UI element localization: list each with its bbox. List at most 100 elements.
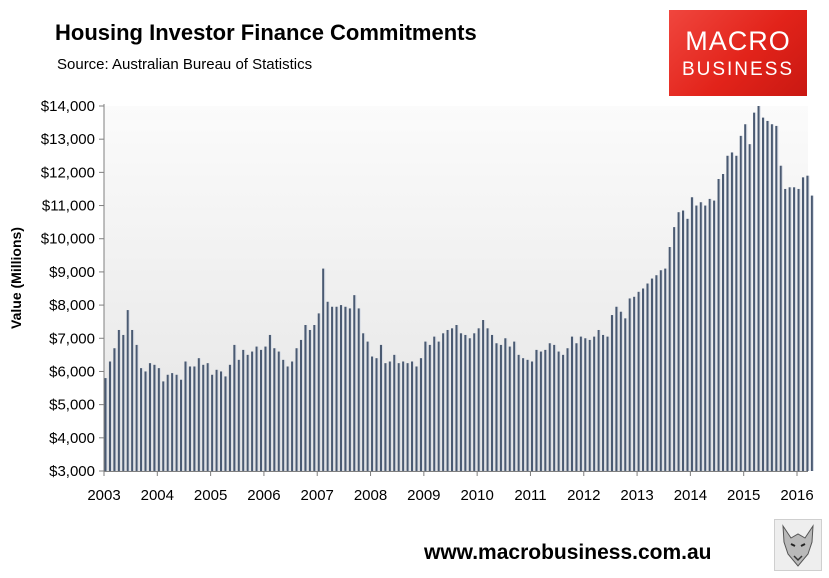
bar-highlight: [479, 328, 481, 471]
bar: [717, 179, 720, 471]
bar: [468, 338, 471, 471]
bar: [668, 247, 671, 471]
bar-highlight: [755, 112, 757, 471]
bar: [570, 336, 574, 471]
bar-highlight: [692, 197, 694, 471]
x-tick-label: 2003: [87, 487, 120, 504]
bar: [806, 175, 809, 471]
bar: [517, 354, 520, 471]
bar-highlight: [706, 205, 708, 472]
x-tick-label: 2016: [780, 487, 813, 504]
bar-highlight: [426, 341, 428, 471]
bar-highlight: [417, 366, 419, 471]
bar: [513, 341, 516, 471]
bar: [753, 112, 756, 471]
bar-highlight: [577, 343, 579, 471]
bar-highlight: [306, 325, 308, 471]
bar: [610, 315, 614, 471]
bar-highlight: [564, 354, 566, 471]
bar-highlight: [253, 351, 255, 471]
bar: [650, 278, 653, 471]
bar-highlight: [159, 368, 161, 471]
bar: [477, 328, 480, 471]
bar-highlight: [777, 125, 779, 471]
bar: [642, 288, 645, 471]
bar-highlight: [759, 106, 761, 471]
bar: [539, 351, 542, 471]
bar: [744, 124, 747, 471]
x-tick-label: 2015: [727, 487, 760, 504]
bar: [602, 334, 605, 471]
bar-highlight: [573, 336, 575, 471]
bar: [126, 310, 129, 471]
bar: [175, 374, 178, 471]
bar: [393, 354, 396, 471]
bar-highlight: [226, 376, 228, 471]
bar: [593, 336, 596, 471]
bar: [504, 338, 507, 471]
bar-highlight: [164, 381, 166, 471]
chart-title: Housing Investor Finance Commitments: [55, 20, 477, 45]
x-tick-label: 2010: [460, 487, 493, 504]
bar: [259, 349, 263, 471]
bar-highlight: [230, 364, 232, 471]
bar: [308, 329, 311, 471]
x-tick-label: 2006: [247, 487, 280, 504]
bar: [277, 351, 280, 471]
bar-highlight: [661, 270, 663, 471]
bar: [788, 187, 791, 472]
bar: [682, 210, 685, 471]
bar-highlight: [626, 318, 628, 471]
bar-highlight: [795, 187, 797, 472]
bar-highlight: [235, 344, 237, 471]
bar-highlight: [222, 371, 224, 471]
bar: [104, 378, 107, 471]
bar: [442, 333, 445, 471]
bar-highlight: [399, 363, 401, 471]
website-url[interactable]: www.macrobusiness.com.au: [424, 541, 712, 564]
bar-highlight: [644, 288, 646, 471]
bar-highlight: [199, 358, 201, 471]
bar: [522, 358, 525, 471]
bar: [624, 318, 627, 471]
bar: [166, 374, 169, 471]
bar: [286, 366, 289, 471]
bar: [770, 124, 773, 471]
y-tick-label: $11,000: [42, 198, 95, 215]
bar: [406, 363, 409, 471]
bar: [482, 320, 485, 471]
bar: [353, 295, 356, 471]
bar-highlight: [470, 338, 472, 471]
bar: [464, 334, 467, 471]
bar-highlight: [488, 328, 490, 471]
bar-highlight: [128, 310, 130, 471]
bar: [233, 344, 236, 471]
logo-line-1: MACRO: [685, 26, 791, 56]
bar: [237, 359, 240, 471]
y-tick-label: $8,000: [49, 297, 95, 314]
bar: [322, 268, 325, 471]
bar-highlight: [559, 351, 561, 471]
bar: [339, 305, 343, 471]
bar-highlight: [213, 374, 215, 471]
bar: [801, 177, 805, 471]
bar: [446, 329, 449, 471]
bar-highlight: [617, 306, 619, 471]
bar-highlight: [648, 283, 650, 471]
bar: [362, 333, 365, 471]
bar: [317, 313, 320, 471]
bar: [140, 368, 143, 471]
x-tick-label: 2012: [567, 487, 600, 504]
bar-highlight: [390, 361, 392, 471]
bar: [384, 363, 387, 471]
bar: [664, 268, 667, 471]
bar-highlight: [453, 328, 455, 471]
bar: [579, 336, 582, 471]
bar-highlight: [408, 363, 410, 471]
bar: [739, 135, 742, 472]
bar-highlight: [630, 298, 632, 471]
bar: [566, 348, 569, 471]
bar-highlight: [475, 333, 477, 471]
bar-highlight: [346, 306, 348, 471]
bar-highlight: [191, 366, 192, 471]
